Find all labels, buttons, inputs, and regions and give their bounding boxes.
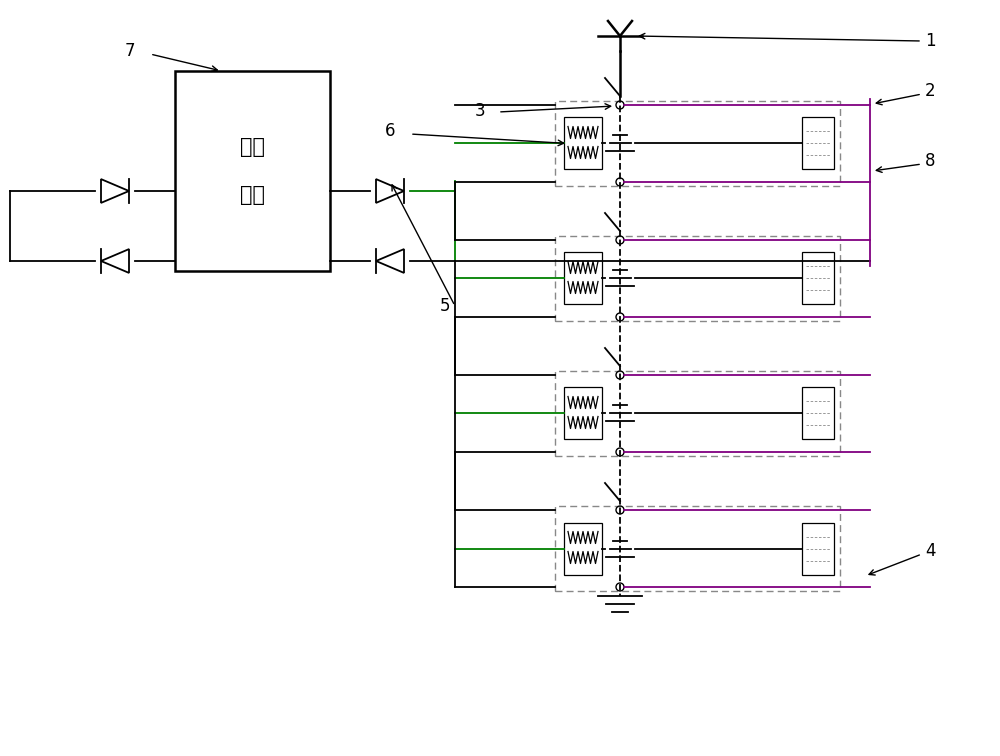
Text: 7: 7 [125,42,136,60]
Bar [802,117,834,169]
Text: 开关: 开关 [240,137,265,157]
Bar [555,371,840,456]
Text: 8: 8 [925,152,936,170]
Bar [555,506,840,591]
Text: 3: 3 [475,102,486,120]
Bar [564,522,602,575]
Bar [555,101,840,186]
Bar [175,71,330,271]
Bar [555,236,840,321]
Text: 1: 1 [925,32,936,50]
Bar [564,388,602,439]
Text: 2: 2 [925,82,936,100]
Bar [564,117,602,169]
Bar [802,253,834,305]
Bar [564,253,602,305]
Bar [802,522,834,575]
Text: 5: 5 [440,297,451,315]
Bar [802,388,834,439]
Text: 电源: 电源 [240,185,265,205]
Text: 6: 6 [385,122,396,140]
Text: 4: 4 [925,542,936,560]
